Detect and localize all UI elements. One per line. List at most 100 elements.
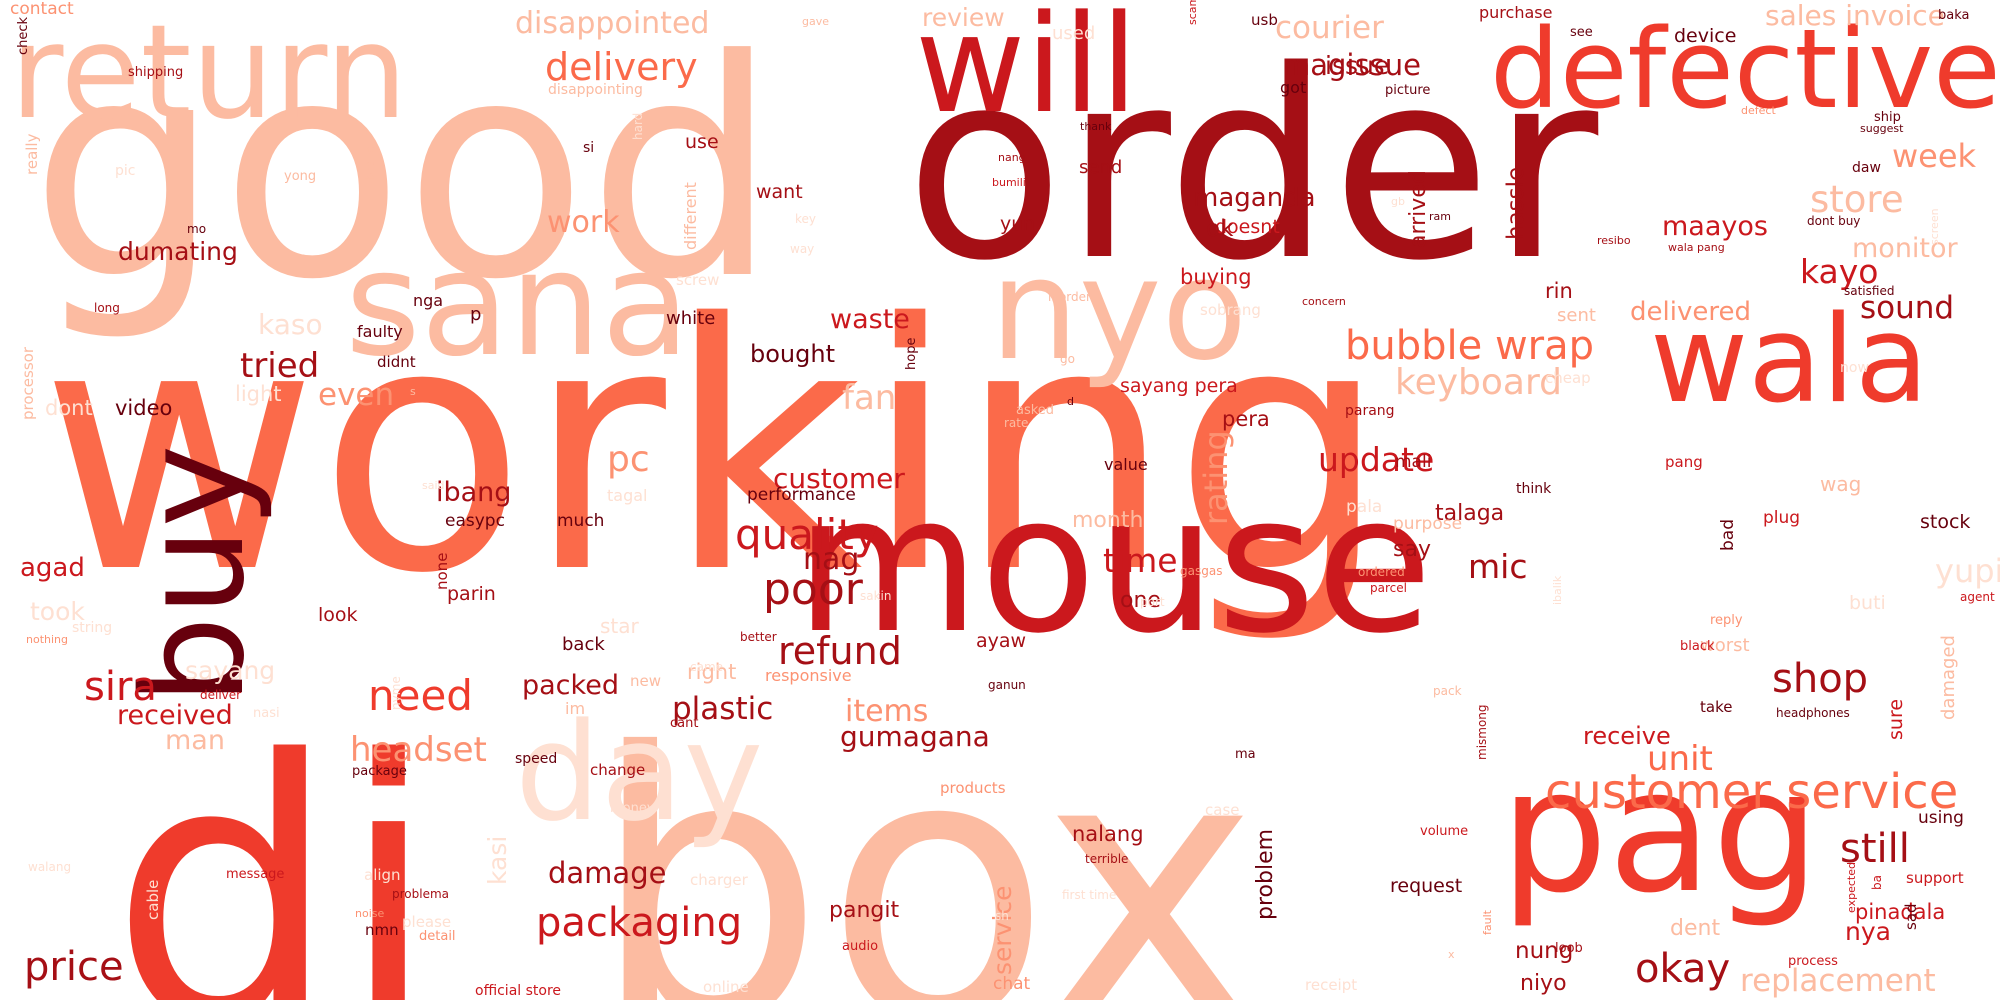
word-send: send [1079, 156, 1123, 178]
word-nalang: nalang [1072, 821, 1144, 846]
word-keyboard: keyboard [1395, 361, 1562, 403]
word-return: return [10, 0, 408, 148]
word-sayang: sayang [185, 655, 276, 685]
word-even: even [318, 376, 395, 413]
word-gumagana: gumagana [840, 720, 990, 754]
word-cant: cant [670, 715, 699, 731]
word-kasi: kasi [483, 835, 512, 885]
word-damaged: damaged [1938, 635, 1959, 720]
word-port: port [1140, 594, 1165, 609]
word-pic: pic [115, 163, 136, 180]
word-stock: stock [1920, 511, 1971, 534]
word-fan: fan [842, 378, 897, 419]
word-wag: wag [1820, 472, 1862, 497]
word-chat: chat [993, 973, 1031, 994]
word-support: support [1906, 869, 1964, 888]
word-back: back [562, 633, 605, 655]
word-poor: poor [763, 563, 863, 615]
word-daw: daw [1852, 160, 1881, 177]
word-satisfied: satisfied [1844, 283, 1895, 298]
word-parang: parang [1345, 403, 1395, 420]
word-maganda: maganda [1193, 182, 1316, 213]
word-nasi: nasi [253, 705, 280, 721]
word-pangit: pangit [829, 897, 900, 923]
word-processor: processor [19, 347, 37, 420]
word-wala-pang: wala pang [1668, 241, 1725, 255]
word-tried: tried [240, 346, 320, 387]
word-white: white [666, 307, 716, 329]
word-talaga: talaga [1435, 500, 1505, 526]
word-pag: pag [1500, 733, 1820, 932]
word-sana: sana [345, 219, 691, 389]
word-products: products [940, 779, 1006, 798]
word-problema: problema [392, 886, 450, 901]
word-hard: hard [631, 112, 645, 140]
word-d: d [1067, 395, 1074, 409]
word-unit: unit [1647, 739, 1713, 780]
word-yun: yun [1000, 213, 1036, 236]
word-usb: usb [1251, 11, 1278, 30]
word-none: none [433, 552, 451, 590]
word-using: using [1918, 807, 1964, 828]
word-delivery: delivery [545, 45, 698, 90]
word-see: see [1570, 24, 1593, 40]
word-pang: pang [1665, 453, 1703, 472]
word-man: man [165, 724, 225, 756]
word-fault: fault [1481, 910, 1494, 935]
word-nang: nang [998, 151, 1026, 165]
word-buti: buti [1849, 592, 1886, 615]
word-deliver: deliver [200, 687, 242, 702]
word-responsive: responsive [765, 665, 852, 685]
word-s: s [410, 385, 416, 399]
word-now: now [1840, 360, 1869, 377]
word-mic: mic [1468, 547, 1528, 587]
word-message: message [226, 866, 285, 882]
word-noise: noise [355, 907, 385, 921]
word-detail: detail [419, 928, 456, 944]
word-kayo: kayo [1800, 252, 1879, 292]
word-pala: pala [1346, 496, 1383, 517]
word-rate: rate [1004, 415, 1029, 430]
word-ship: ship [1874, 109, 1901, 125]
word-want: want [756, 181, 803, 204]
word-plastic: plastic [672, 690, 774, 727]
word-issue: issue [1325, 50, 1390, 80]
word-day: day [515, 693, 764, 851]
word-parin: parin [447, 583, 496, 606]
word-key: key [795, 211, 817, 226]
word-p: p [470, 303, 482, 325]
word-month: month [1072, 507, 1144, 533]
word-defect: defect [1741, 104, 1776, 118]
word-plug: plug [1763, 507, 1801, 528]
word-hope: hope [904, 337, 919, 370]
word-x: x [1448, 948, 1455, 962]
word-asked: asked [1016, 402, 1055, 418]
word-service: service [988, 885, 1017, 975]
word-dent: dent [1670, 915, 1721, 941]
word-used: used [1052, 22, 1096, 44]
word-different: different [681, 182, 700, 250]
word-performance: performance [747, 484, 856, 505]
word-purchase: purchase [1479, 2, 1553, 22]
word-case: case [1205, 801, 1240, 820]
word-rating: rating [1197, 430, 1235, 525]
word-mali: mali [1395, 451, 1432, 472]
word-ok: ok [1206, 216, 1234, 243]
word-check: check [16, 16, 31, 55]
word-video: video [115, 395, 173, 420]
word-align: align [364, 866, 401, 885]
word-sound: sound [1860, 289, 1955, 326]
word-nyo: nyo [990, 228, 1248, 392]
word-one: one [1120, 587, 1161, 613]
word-mo: mo [187, 221, 207, 236]
word-headset: headset [350, 730, 487, 771]
word-sira: sira [84, 663, 157, 710]
word-audio: audio [842, 938, 879, 954]
word-working: working [40, 251, 1389, 648]
word-sales-invoice: sales invoice [1765, 0, 1945, 33]
word-sad: sad [1902, 903, 1920, 930]
word-packed: packed [522, 669, 619, 701]
word-value: value [1104, 454, 1148, 474]
word-first-time: first time [1062, 887, 1117, 902]
